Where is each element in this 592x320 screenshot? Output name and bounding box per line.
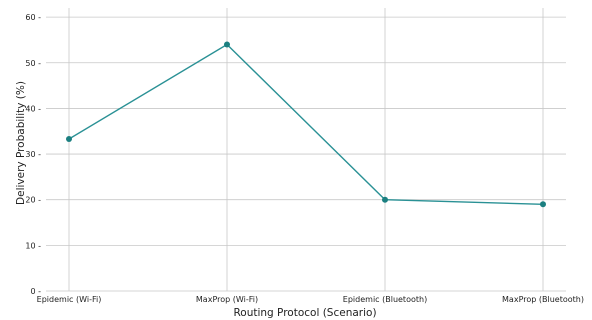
x-axis-label: Routing Protocol (Scenario): [233, 307, 376, 319]
y-tick-label: 10 -: [25, 241, 41, 250]
y-tick-label: 30 -: [25, 150, 41, 159]
data-point: [382, 196, 388, 203]
series-layer: [66, 41, 546, 208]
y-tick-label: 50 -: [25, 59, 41, 68]
y-axis-ticks: 0 - 10 - 20 - 30 - 40 - 50 - 60 -: [25, 13, 41, 296]
y-axis-label: Delivery Probability (%): [15, 81, 27, 205]
y-tick-label: 40 -: [25, 104, 41, 113]
x-axis-ticks: Epidemic (Wi-Fi) MaxProp (Wi-Fi) Epidemic …: [37, 295, 584, 304]
data-point: [540, 201, 546, 208]
data-point: [66, 136, 72, 143]
y-tick-label: 0 -: [30, 287, 41, 296]
x-tick-label: Epidemic (Bluetooth): [343, 295, 427, 304]
x-tick-label: Epidemic (Wi-Fi): [37, 295, 102, 304]
x-tick-label: MaxProp (Wi-Fi): [196, 295, 258, 304]
data-point: [224, 41, 230, 48]
series-line: [68, 43, 544, 205]
grid: [46, 8, 566, 292]
y-tick-label: 20 -: [25, 196, 41, 205]
y-tick-label: 60 -: [25, 13, 41, 22]
x-tick-label: MaxProp (Bluetooth): [502, 295, 584, 304]
